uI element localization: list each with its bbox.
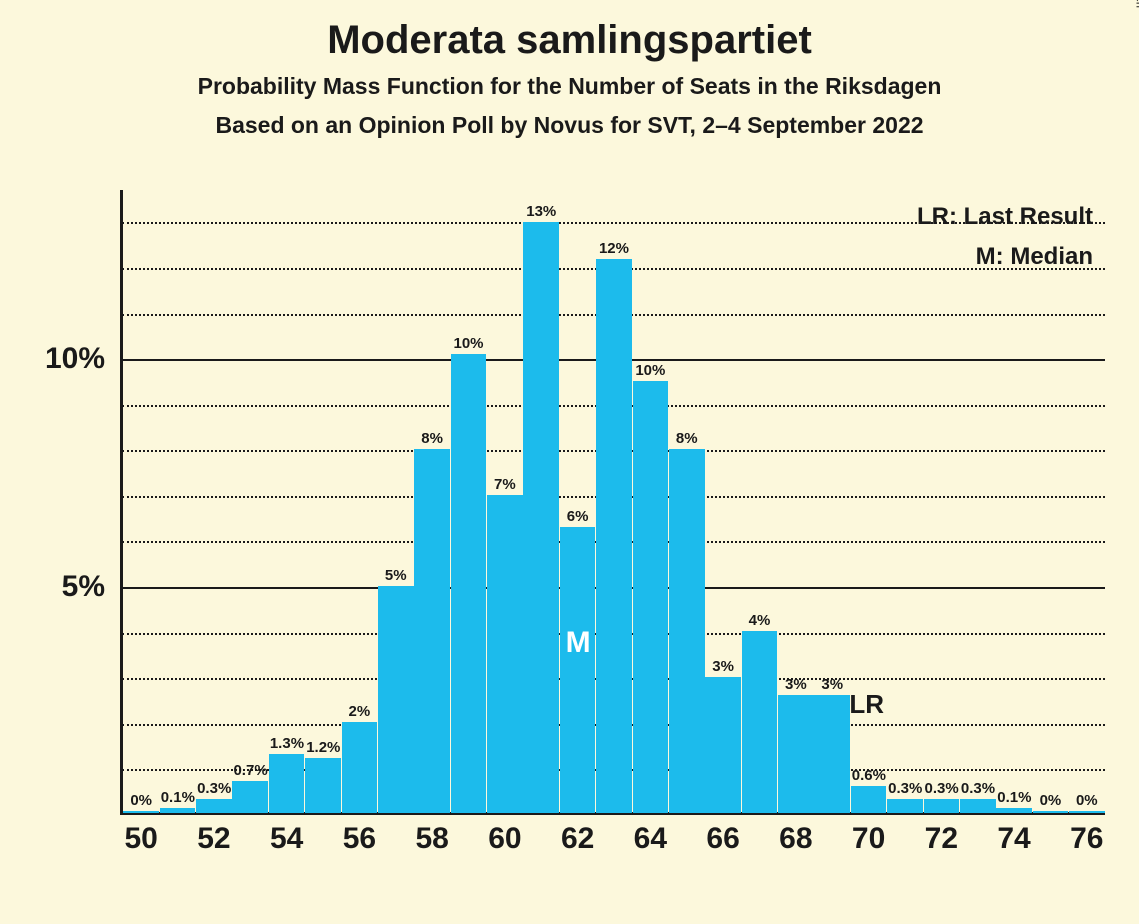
bar-seat-58: 8% <box>414 449 450 813</box>
bar-label: 0.3% <box>888 780 922 797</box>
bar-label: 3% <box>779 676 813 693</box>
bar-seat-70: 0.6% <box>851 786 887 813</box>
bar-label: 0.6% <box>852 767 886 784</box>
bar-seat-74: 0.1% <box>996 808 1032 813</box>
bar-seat-65: 8% <box>669 449 705 813</box>
bar-seat-75: 0% <box>1033 811 1069 813</box>
median-marker: M <box>566 626 591 660</box>
bars-container: 0%0.1%0.3%0.7%1.3%1.2%2%5%8%10%7%13%6%12… <box>123 195 1105 813</box>
x-axis-label: 52 <box>197 822 230 856</box>
bar-label: 0.7% <box>233 762 267 779</box>
bar-seat-56: 2% <box>342 722 378 813</box>
bar-seat-60: 7% <box>487 495 523 813</box>
bar-seat-51: 0.1% <box>160 808 196 813</box>
legend-lr: LR: Last Result <box>917 203 1093 231</box>
x-axis-label: 70 <box>852 822 885 856</box>
bar-label: 6% <box>561 508 595 525</box>
bar-seat-59: 10% <box>451 354 487 813</box>
bar-seat-55: 1.2% <box>305 758 341 813</box>
x-axis-label: 50 <box>124 822 157 856</box>
bar-label: 0% <box>1034 792 1068 809</box>
bar-seat-66: 3% <box>705 677 741 813</box>
x-axis-label: 76 <box>1070 822 1103 856</box>
bar-label: 0% <box>1070 792 1104 809</box>
bar-seat-63: 12% <box>596 259 632 813</box>
x-axis-label: 56 <box>343 822 376 856</box>
bar-seat-57: 5% <box>378 586 414 813</box>
bar-seat-52: 0.3% <box>196 799 232 813</box>
copyright-text: © 2022 Filip van Laenen <box>1133 0 1139 8</box>
bar-seat-61: 13% <box>523 222 559 813</box>
bar-seat-54: 1.3% <box>269 754 305 813</box>
x-axis-label: 64 <box>634 822 667 856</box>
bar-label: 13% <box>524 203 558 220</box>
chart-subtitle-1: Probability Mass Function for the Number… <box>0 73 1139 100</box>
x-axis-labels: 50 52 54 56 58 60 62 64 66 68 70 72 74 76 <box>120 822 1105 872</box>
bar-label: 8% <box>415 430 449 447</box>
x-axis-label: 62 <box>561 822 594 856</box>
x-axis-label: 72 <box>925 822 958 856</box>
bar-label: 10% <box>452 335 486 352</box>
bar-label: 0.3% <box>924 780 958 797</box>
bar-label: 8% <box>670 430 704 447</box>
bar-label: 7% <box>488 476 522 493</box>
bar-label: 12% <box>597 240 631 257</box>
bar-seat-68: 3% <box>778 695 814 813</box>
x-axis-label: 60 <box>488 822 521 856</box>
bar-seat-53: 0.7% <box>232 781 268 813</box>
bar-seat-76: 0% <box>1069 811 1105 813</box>
bar-label: 5% <box>379 567 413 584</box>
bar-label: 2% <box>343 703 377 720</box>
x-axis-label: 74 <box>997 822 1030 856</box>
chart-plot-area: 5%10% 0%0.1%0.3%0.7%1.3%1.2%2%5%8%10%7%1… <box>120 195 1105 815</box>
bar-seat-72: 0.3% <box>924 799 960 813</box>
bar-seat-73: 0.3% <box>960 799 996 813</box>
chart-title: Moderata samlingspartiet <box>0 0 1139 63</box>
bar-label: 3% <box>706 658 740 675</box>
bar-seat-67: 4% <box>742 631 778 813</box>
bar-label: 1.3% <box>270 735 304 752</box>
bar-seat-62: 6% <box>560 527 596 813</box>
bar-label: 10% <box>634 362 668 379</box>
x-axis-label: 54 <box>270 822 303 856</box>
bar-label: 0.3% <box>961 780 995 797</box>
bar-seat-71: 0.3% <box>887 799 923 813</box>
bar-seat-64: 10% <box>633 381 669 813</box>
x-axis-label: 58 <box>415 822 448 856</box>
bar-label: 1.2% <box>306 739 340 756</box>
last-result-marker: LR <box>849 689 884 720</box>
bar-label: 0.3% <box>197 780 231 797</box>
legend-m: M: Median <box>976 243 1093 271</box>
bar-seat-50: 0% <box>123 811 159 813</box>
bar-label: 3% <box>815 676 849 693</box>
bar-seat-69: 3% <box>814 695 850 813</box>
bar-label: 0% <box>124 792 158 809</box>
x-axis-label: 66 <box>706 822 739 856</box>
chart-subtitle-2: Based on an Opinion Poll by Novus for SV… <box>0 112 1139 139</box>
bar-label: 4% <box>743 612 777 629</box>
bar-label: 0.1% <box>161 789 195 806</box>
bar-label: 0.1% <box>997 789 1031 806</box>
y-axis-label: 5% <box>62 570 105 604</box>
y-axis-label: 10% <box>45 342 105 376</box>
x-axis-label: 68 <box>779 822 812 856</box>
